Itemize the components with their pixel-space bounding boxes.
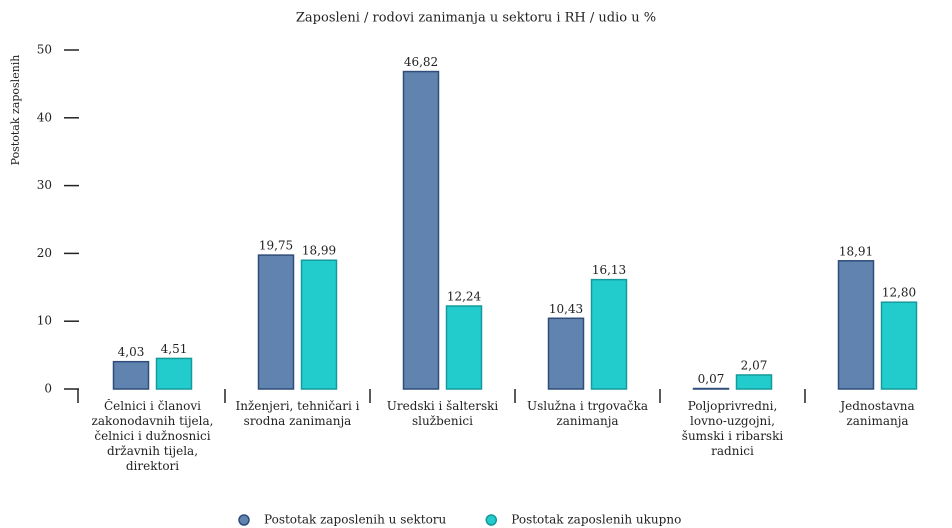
bar	[880, 301, 918, 390]
bar	[300, 259, 338, 390]
chart-title: Zaposleni / rodovi zanimanja u sektoru i…	[296, 11, 656, 26]
data-label: 18,91	[839, 244, 873, 258]
y-tick-label: 50	[37, 43, 52, 57]
x-tick-label-box: Uredski i šalterski službenici	[386, 399, 499, 428]
x-tick-label: Poljoprivredni, lovno-uzgojni, šumski i …	[681, 399, 784, 458]
y-tick-label: 0	[44, 382, 52, 396]
y-tick-label: 10	[37, 314, 52, 328]
data-label: 2,07	[741, 358, 768, 372]
x-tick-label-box: Jednostavna zanimanja	[840, 399, 915, 428]
bar	[445, 305, 483, 390]
data-label: 12,80	[882, 286, 916, 300]
x-tick-label: Inženjeri, tehničari i srodna zanimanja	[235, 399, 360, 428]
x-tick-label-box: Inženjeri, tehničari i srodna zanimanja	[235, 399, 360, 428]
x-tick-label-box: Poljoprivredni, lovno-uzgojni, šumski i …	[681, 399, 784, 458]
x-tick-label: Uredski i šalterski službenici	[386, 399, 499, 428]
x-tick-label: Čelnici i članovi zakonodavnih tijela, č…	[91, 399, 214, 473]
x-tick-label: Uslužna i trgovačka zanimanja	[526, 399, 649, 428]
y-tick-label: 30	[37, 178, 52, 192]
data-label: 46,82	[404, 55, 438, 69]
bar	[155, 357, 193, 390]
x-tick-label-box: Čelnici i članovi zakonodavnih tijela, č…	[91, 399, 214, 473]
x-tick-label: Jednostavna zanimanja	[840, 399, 915, 428]
legend-marker	[238, 514, 250, 526]
y-tick-label: 20	[37, 246, 52, 260]
y-axis-label: Postotak zaposlenih	[9, 55, 22, 166]
data-label: 4,03	[118, 345, 145, 359]
bar	[837, 260, 875, 390]
bar	[112, 360, 150, 390]
data-label: 18,99	[302, 244, 336, 258]
legend-label: Postotak zaposlenih u sektoru	[264, 513, 447, 527]
data-label: 0,07	[698, 372, 725, 386]
bar	[590, 278, 628, 390]
legend-marker	[485, 514, 498, 526]
bar	[257, 254, 295, 390]
data-label: 19,75	[259, 239, 293, 253]
y-tick-label: 40	[37, 110, 52, 124]
data-label: 16,13	[592, 263, 626, 277]
x-tick-label-box: Uslužna i trgovačka zanimanja	[526, 399, 649, 428]
bar	[735, 374, 773, 390]
data-label: 4,51	[161, 342, 188, 356]
legend-label: Postotak zaposlenih ukupno	[511, 513, 681, 527]
data-label: 10,43	[549, 302, 583, 316]
bar	[547, 317, 585, 390]
data-label: 12,24	[447, 290, 482, 304]
bar	[402, 70, 440, 390]
